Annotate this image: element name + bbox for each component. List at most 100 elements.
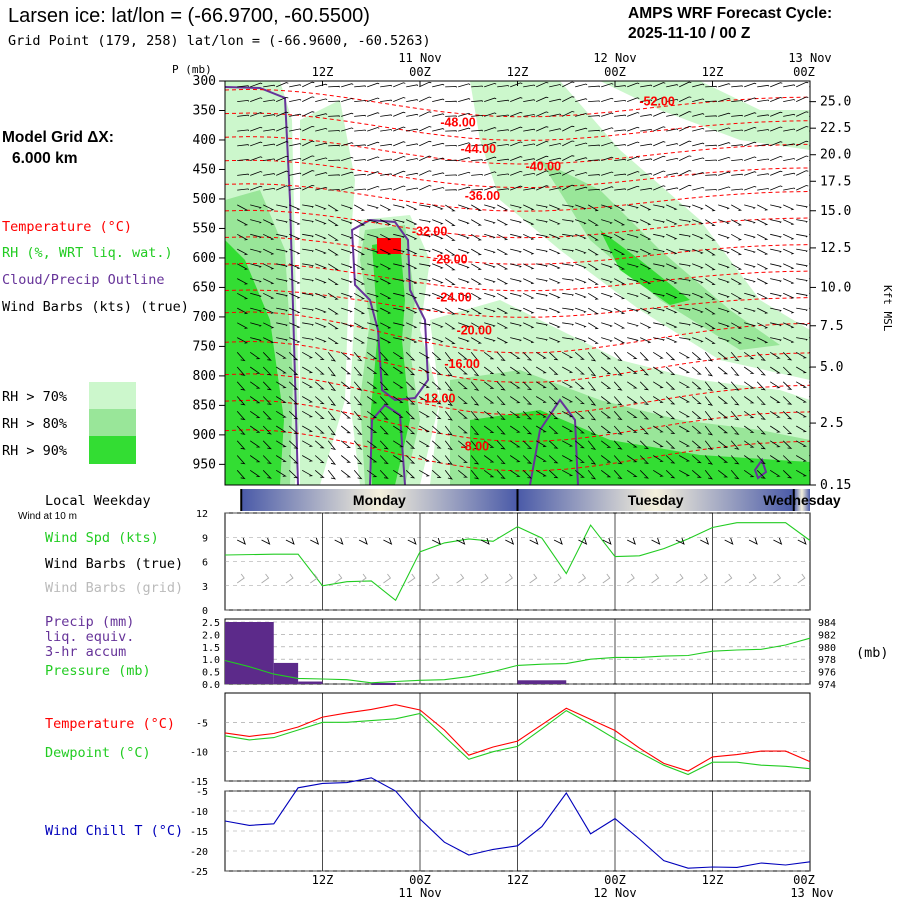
wind-barb <box>237 307 249 315</box>
wind-barb <box>353 366 363 377</box>
wind-barb <box>250 292 262 298</box>
wind-barb <box>809 322 810 324</box>
wind-barb <box>523 307 535 314</box>
wind-barb <box>679 455 690 462</box>
isotherm-line <box>225 289 810 318</box>
wind-barb <box>549 263 561 269</box>
wind-barb <box>470 204 482 212</box>
wind-barb <box>640 337 652 344</box>
wind-barb <box>562 184 575 191</box>
wind-barb <box>653 185 666 191</box>
wind-barb <box>600 410 612 419</box>
wind-barb <box>782 411 793 420</box>
wind-barb <box>418 469 430 477</box>
wind-barb <box>354 248 366 256</box>
pressure-axis-title: P (mb) <box>172 63 212 76</box>
wind-barb <box>458 98 471 102</box>
wind-barb <box>262 455 272 464</box>
wind-barb <box>509 469 521 477</box>
wind-barb <box>484 233 496 239</box>
wind-barb <box>497 204 509 211</box>
wind-barb <box>705 144 717 147</box>
wind-barb <box>549 84 562 88</box>
wind-barb <box>756 455 766 465</box>
wind-barb <box>769 366 781 374</box>
wind-barb <box>562 140 575 147</box>
wind-barb <box>354 307 366 315</box>
wind-barb <box>497 292 509 300</box>
wind-barb <box>691 440 702 449</box>
wind-barb <box>523 322 535 329</box>
wind-barb <box>367 112 380 117</box>
wind-barb-grid <box>651 573 660 584</box>
wind-barb <box>639 440 650 450</box>
wind-barb <box>276 248 288 253</box>
wind-barb <box>458 337 470 343</box>
wind-barb <box>770 322 782 327</box>
wind-barb <box>744 126 757 132</box>
wind-barb <box>614 248 626 256</box>
wind-barb <box>392 396 404 404</box>
wind-barb <box>302 292 314 297</box>
wind-barb <box>496 381 506 391</box>
wind-barb <box>276 278 288 283</box>
wind-barb <box>562 204 574 208</box>
top-date-label: 13 Nov <box>788 51 831 65</box>
wind-barb <box>626 351 638 360</box>
wind-barb <box>419 170 432 176</box>
temperature-line <box>224 704 811 772</box>
wind-barb-grid <box>626 573 635 584</box>
wind-barb <box>809 204 810 206</box>
y-tick-label: -10 <box>190 748 208 759</box>
wind-barb <box>562 219 574 223</box>
wind-barb <box>717 425 729 434</box>
wind-barb <box>549 172 562 176</box>
wind-barb <box>744 156 757 161</box>
wind-barb <box>432 157 445 161</box>
wind-barb <box>250 248 262 254</box>
wind-barb <box>757 114 770 117</box>
wind-barb <box>614 144 627 147</box>
wind-barb <box>457 440 468 449</box>
wind-barb <box>341 278 353 284</box>
wind-barb <box>639 366 650 376</box>
wind-barb <box>510 263 522 268</box>
wind-barb <box>302 219 314 223</box>
wind-barb <box>497 219 509 226</box>
wind-barb <box>276 96 289 102</box>
wind-barb <box>471 85 483 88</box>
wind-barb <box>653 219 665 224</box>
wind-barb <box>497 143 510 147</box>
wind-barb <box>483 455 495 463</box>
wind-barb <box>523 158 536 161</box>
wind-barb <box>731 263 742 270</box>
wind-barb <box>367 82 380 88</box>
top-date-label: 12 Nov <box>593 51 636 65</box>
wind-barb <box>314 410 325 420</box>
isotherm-line <box>225 209 810 239</box>
wind-barb <box>380 158 393 161</box>
wind-barb <box>431 440 442 449</box>
wind-barb <box>484 112 497 117</box>
wind-barb <box>704 470 714 480</box>
wind-barb <box>444 337 456 345</box>
wind-barb <box>588 188 600 191</box>
wind-barb <box>705 159 717 162</box>
wind-barb <box>510 126 523 132</box>
pressure-tick-label: 450 <box>193 162 216 177</box>
pressure-tick-label: 950 <box>193 457 216 472</box>
wind-barb <box>731 292 743 300</box>
wind-barb <box>600 396 612 404</box>
grid-spacing-value: 6.000 km <box>12 150 78 167</box>
wind-barb <box>237 233 249 241</box>
wind-barb <box>405 352 416 361</box>
wind-barb <box>770 292 782 297</box>
wind-barb <box>483 351 495 360</box>
wind-barb <box>783 187 796 191</box>
wind-barb <box>627 185 640 191</box>
isotherm-label: -36.00 <box>465 189 500 203</box>
wind-barb <box>263 158 276 161</box>
isotherm-labels: -48.00 -52.00 -44.00 -40.00 -36.00 -32.00 -28.… <box>412 95 675 454</box>
wind-barb-grid <box>529 573 538 584</box>
wind-barb <box>535 410 547 418</box>
